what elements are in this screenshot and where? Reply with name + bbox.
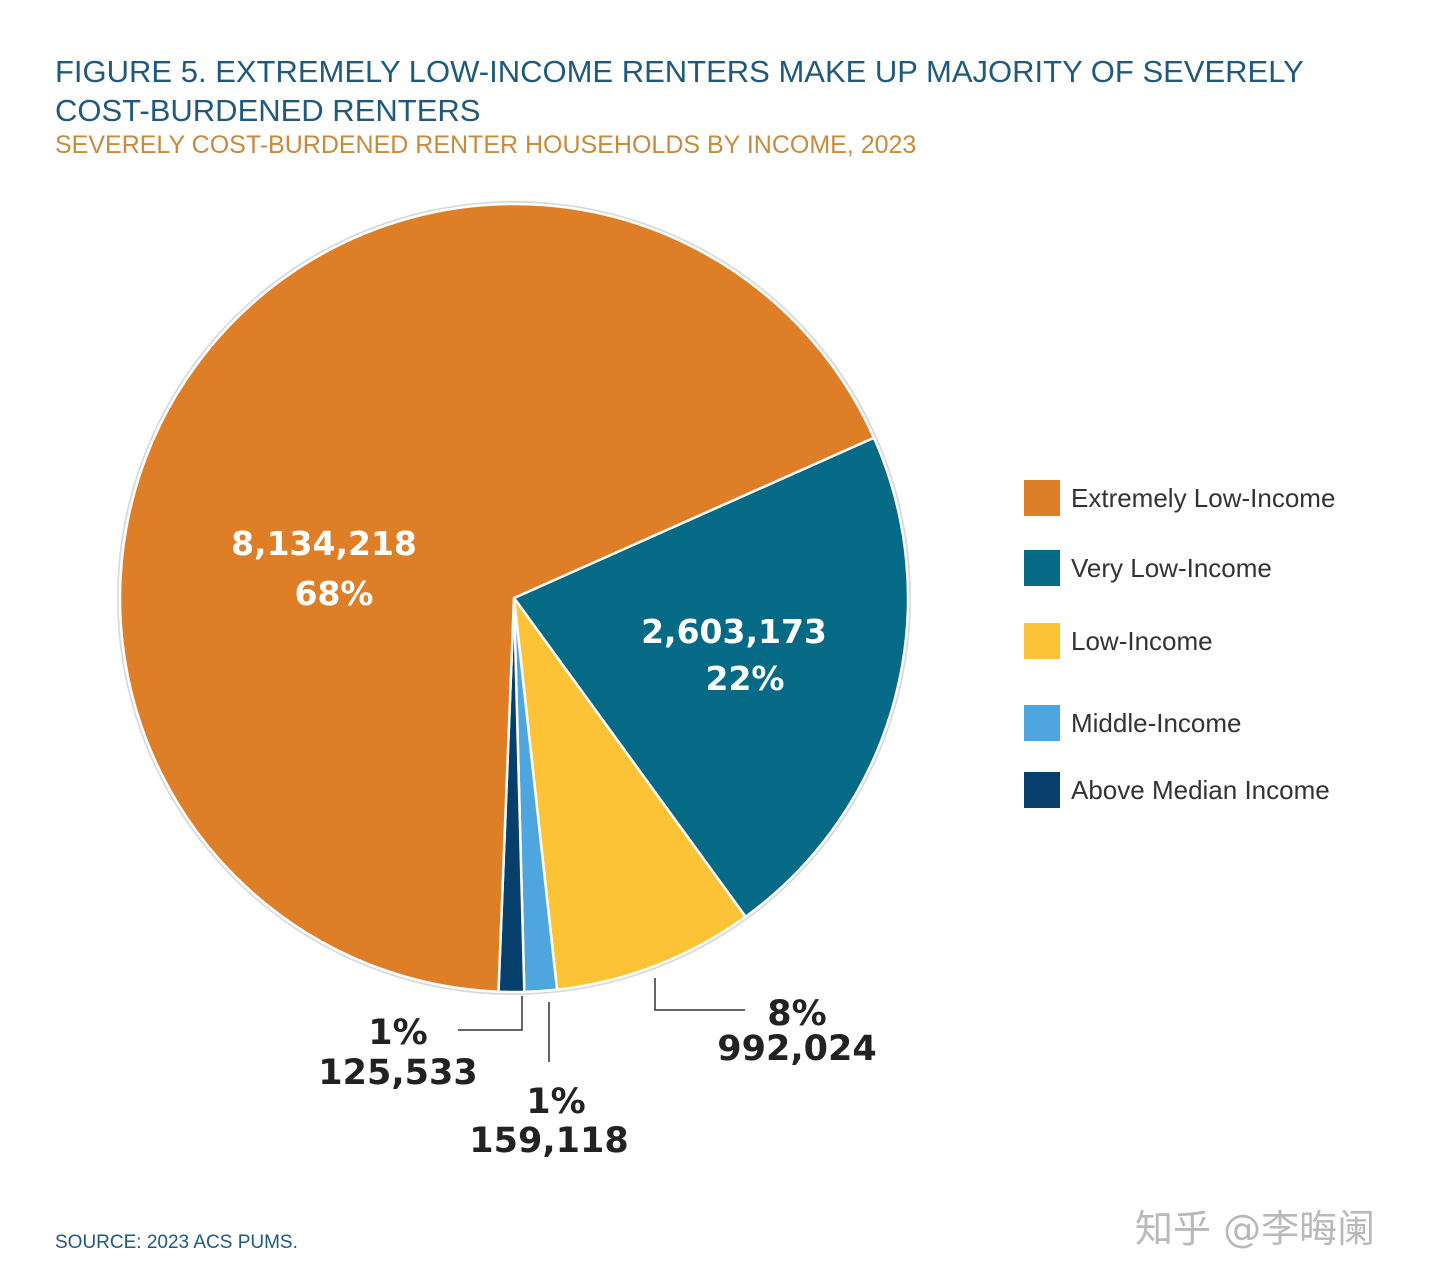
legend-label: Low-Income [1071,625,1213,656]
data-label-value-extremely-low-income: 8,134,218 [231,524,417,563]
data-label-percent-middle-income: 1% [526,1082,585,1122]
pie-slice-low-income [512,596,747,991]
legend-label: Extremely Low-Income [1071,482,1336,513]
legend-item-low-income: Low-Income [1024,623,1213,659]
legend-item-very-low-income: Very Low-Income [1024,550,1272,586]
pie-slice-extremely-low-income [118,202,876,993]
pie-slices [118,202,910,994]
legend-swatch [1024,623,1060,659]
data-label-percent-above-median-income: 1% [368,1013,427,1053]
legend-label: Above Median Income [1071,774,1330,805]
legend-swatch [1024,705,1060,741]
legend-swatch [1024,550,1060,586]
legend-label: Middle-Income [1071,707,1242,738]
pie-slice-very-low-income [512,436,910,919]
legend-item-extremely-low-income: Extremely Low-Income [1024,480,1335,516]
watermark: 知乎 @李晦阑 [1135,1207,1376,1251]
legend-swatch [1024,480,1060,516]
chart-subtitle: SEVERELY COST-BURDENED RENTER HOUSEHOLDS… [55,131,917,159]
leader-line-low-income [654,978,745,1011]
legend-item-above-median-income: Above Median Income [1024,772,1330,808]
data-label-percent-low-income: 8% [767,994,826,1034]
data-label-value-low-income: 992,024 [717,1029,876,1069]
data-label-value-very-low-income: 2,603,173 [641,612,827,651]
legend-label: Very Low-Income [1071,552,1272,583]
pie-outline [117,201,911,995]
source-note: SOURCE: 2023 ACS PUMS. [55,1232,298,1253]
data-label-value-above-median-income: 125,533 [318,1053,477,1093]
chart-title: FIGURE 5. EXTREMELY LOW-INCOME RENTERS M… [55,54,1304,128]
pie-labels: 8,134,21868%2,603,17322%8%992,0241%159,1… [231,524,877,1161]
data-label-value-middle-income: 159,118 [469,1121,628,1161]
legend-item-middle-income: Middle-Income [1024,705,1242,741]
data-label-percent-extremely-low-income: 68% [295,574,374,613]
legend-swatch [1024,772,1060,808]
data-label-percent-very-low-income: 22% [706,659,785,698]
leader-line-above-median-income [458,996,523,1031]
